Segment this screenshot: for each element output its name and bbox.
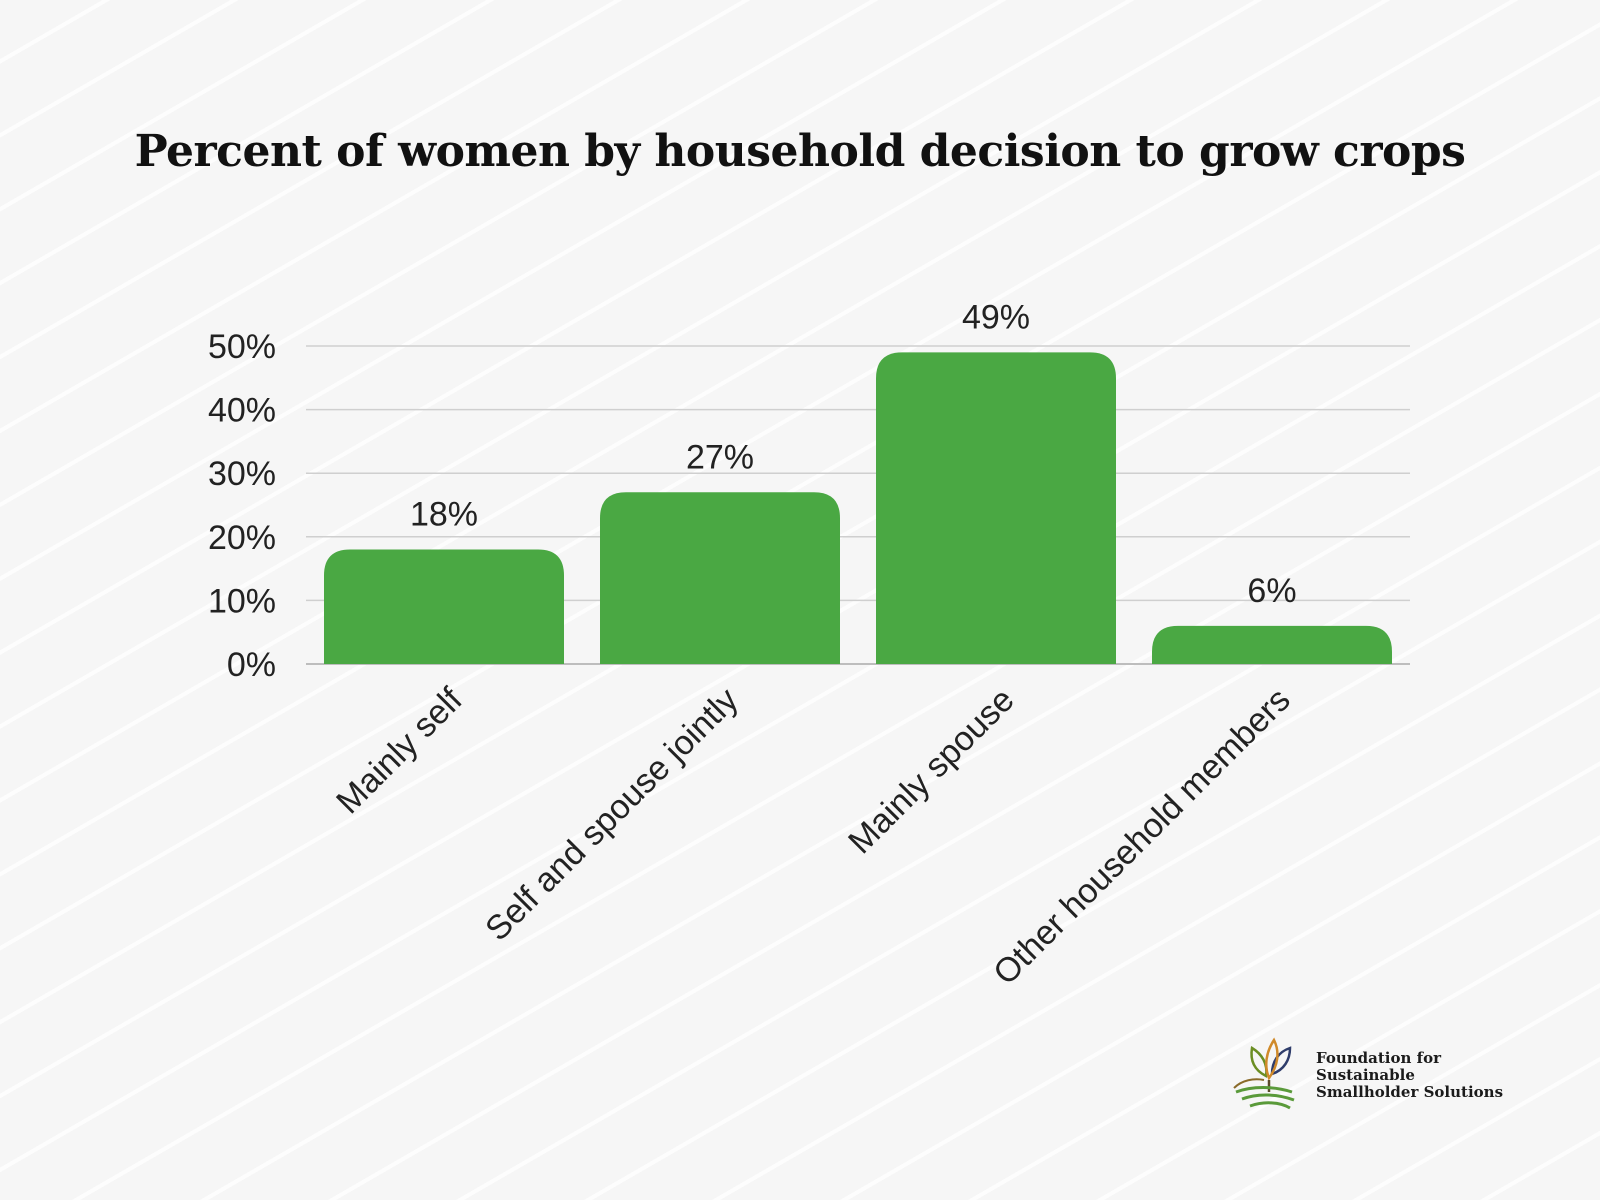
bars — [324, 352, 1392, 664]
y-tick-label: 40% — [208, 392, 276, 430]
data-label: 18% — [410, 496, 478, 534]
y-tick-label: 30% — [208, 455, 276, 493]
x-axis-ticks: Mainly self Self and spouse jointly Mainly… — [329, 680, 1297, 992]
bar — [876, 352, 1116, 664]
y-tick-label: 10% — [208, 582, 276, 620]
y-tick-label: 0% — [227, 646, 276, 684]
x-tick-label: Other household members — [986, 681, 1298, 993]
data-label: 27% — [686, 438, 754, 476]
data-labels: 18% 27% 49% 6% — [410, 298, 1297, 609]
y-tick-label: 50% — [208, 328, 276, 366]
data-label: 6% — [1247, 572, 1296, 610]
brand-block: Foundation for Sustainable Smallholder S… — [1228, 1036, 1528, 1116]
y-tick-label: 20% — [208, 519, 276, 557]
bar — [324, 549, 564, 664]
data-label: 49% — [962, 298, 1030, 336]
chart-title: Percent of women by household decision t… — [134, 126, 1466, 177]
x-tick-label: Mainly self — [329, 680, 470, 821]
brand-name: Foundation for Sustainable Smallholder S… — [1316, 1050, 1526, 1101]
x-tick-label: Self and spouse jointly — [478, 681, 745, 948]
y-axis-ticks: 0% 10% 20% 30% 40% 50% — [208, 328, 276, 684]
sprout-field-logo-icon — [1233, 1037, 1295, 1110]
brand-line-1: Foundation for — [1316, 1049, 1441, 1067]
brand-line-3: Smallholder Solutions — [1316, 1083, 1504, 1101]
brand-line-2: Sustainable — [1316, 1066, 1415, 1084]
x-tick-label: Mainly spouse — [841, 681, 1022, 862]
bar — [600, 492, 840, 664]
bar — [1152, 625, 1392, 664]
